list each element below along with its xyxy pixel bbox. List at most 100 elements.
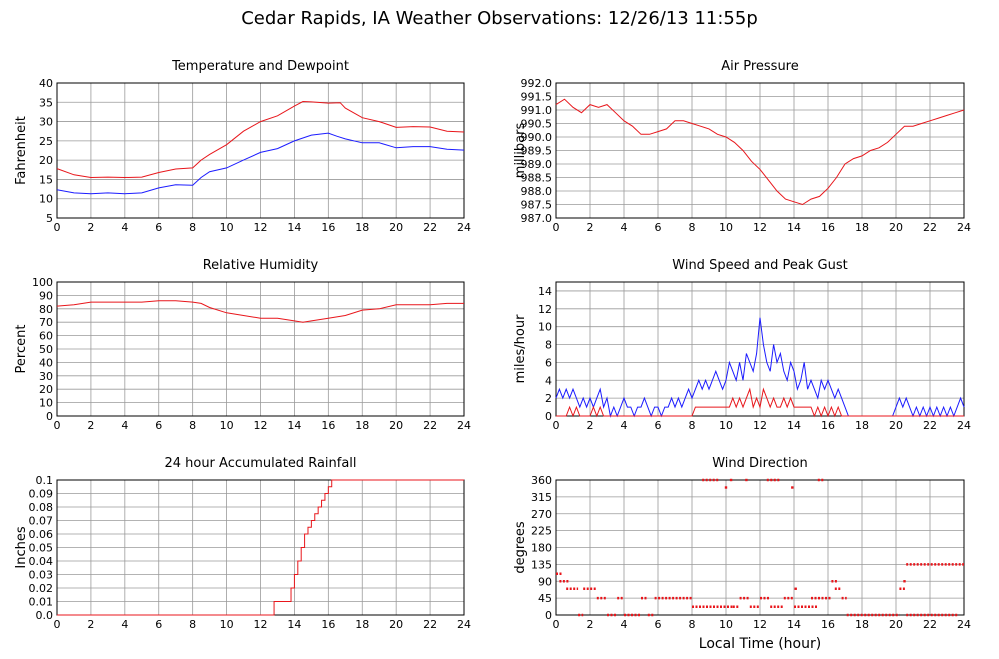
direction-direction-point [729, 478, 733, 482]
rain-x-tick-label: 14 [287, 618, 301, 631]
temp-x-tick-label: 16 [321, 221, 335, 234]
rain-y-tick-label: 0.03 [29, 569, 54, 582]
wind-y-tick-label: 10 [538, 321, 552, 334]
pressure-y-tick-label: 990.0 [521, 131, 553, 144]
rain-x-tick-label: 2 [87, 618, 94, 631]
wind-y-tick-label: 8 [545, 339, 552, 352]
direction-x-tick-label: 20 [889, 618, 903, 631]
direction-x-tick-label: 4 [621, 618, 628, 631]
rain-chart-title: 24 hour Accumulated Rainfall [164, 456, 356, 471]
wind-x-tick-label: 22 [923, 419, 937, 432]
pressure-x-tick-label: 6 [655, 221, 662, 234]
rain-series-red-line [57, 479, 464, 616]
direction-x-tick-label: 12 [753, 618, 767, 631]
wind-x-tick-label: 8 [689, 419, 696, 432]
pressure-x-tick-label: 14 [787, 221, 801, 234]
temp-y-tick-label: 10 [39, 193, 53, 206]
rain-y-tick-label: 0.06 [29, 528, 54, 541]
humidity-plot-frame [56, 281, 465, 417]
rain-y-tick-label: 0.1 [36, 474, 54, 487]
pressure-x-tick-label: 10 [719, 221, 733, 234]
direction-direction-point [794, 587, 797, 590]
humidity-x-tick-label: 8 [189, 419, 196, 432]
temp-x-tick-label: 18 [355, 221, 369, 234]
direction-direction-point [724, 486, 728, 489]
wind-x-tick-label: 14 [787, 419, 801, 432]
temp-y-tick-label: 5 [46, 212, 53, 225]
temp-x-tick-label: 6 [155, 221, 162, 234]
temp-x-tick-label: 2 [87, 221, 94, 234]
pressure-x-tick-label: 20 [889, 221, 903, 234]
pressure-x-tick-label: 12 [753, 221, 767, 234]
direction-x-tick-label: 14 [787, 618, 801, 631]
pressure-y-tick-label: 991.0 [521, 104, 553, 117]
direction-direction-point [791, 486, 794, 489]
humidity-x-tick-label: 4 [121, 419, 128, 432]
rain-y-tick-label: 0.04 [29, 555, 54, 568]
temp-x-tick-label: 24 [457, 221, 471, 234]
direction-direction-point [745, 478, 748, 482]
pressure-y-tick-label: 987.5 [521, 199, 553, 212]
wind-x-tick-label: 24 [957, 419, 971, 432]
humidity-x-tick-label: 12 [254, 419, 268, 432]
wind-x-tick-label: 18 [855, 419, 869, 432]
rain-x-tick-label: 18 [355, 618, 369, 631]
temp-x-tick-label: 10 [220, 221, 234, 234]
wind-chart-title: Wind Speed and Peak Gust [672, 258, 847, 273]
humidity-y-tick-label: 90 [39, 289, 53, 302]
temp-y-tick-label: 35 [39, 96, 53, 109]
direction-x-tick-label: 18 [855, 618, 869, 631]
rain-y-tick-label: 0.02 [29, 582, 54, 595]
pressure-y-axis-label: millibars [513, 123, 528, 179]
direction-x-tick-label: 6 [655, 618, 662, 631]
humidity-x-tick-label: 18 [355, 419, 369, 432]
temp-x-tick-label: 22 [423, 221, 437, 234]
wind-x-tick-label: 2 [587, 419, 594, 432]
pressure-y-tick-label: 990.5 [521, 118, 553, 131]
temp-x-tick-label: 20 [389, 221, 403, 234]
pressure-series-red-line [555, 98, 965, 206]
direction-x-tick-label: 0 [553, 618, 560, 631]
humidity-y-tick-label: 30 [39, 370, 53, 383]
humidity-chart-title: Relative Humidity [203, 258, 319, 273]
rain-y-axis-label: Inches [14, 526, 29, 568]
temp-x-tick-label: 14 [287, 221, 301, 234]
pressure-x-tick-label: 16 [821, 221, 835, 234]
wind-y-tick-label: 6 [545, 356, 552, 369]
rain-x-tick-label: 12 [254, 618, 268, 631]
wind-y-tick-label: 12 [538, 303, 552, 316]
pressure-y-tick-label: 988.5 [521, 172, 553, 185]
page-title: Cedar Rapids, IA Weather Observations: 1… [241, 8, 758, 29]
temp-x-tick-label: 8 [189, 221, 196, 234]
pressure-plot-frame [555, 82, 965, 219]
temp-x-tick-label: 12 [254, 221, 268, 234]
pressure-y-tick-label: 988.0 [521, 185, 553, 198]
rain-x-tick-label: 24 [457, 618, 471, 631]
direction-y-tick-label: 0 [545, 609, 552, 622]
pressure-y-tick-label: 989.5 [521, 145, 553, 158]
rain-x-tick-label: 4 [121, 618, 128, 631]
wind-y-tick-label: 0 [545, 410, 552, 423]
humidity-x-tick-label: 10 [220, 419, 234, 432]
rain-x-tick-label: 6 [155, 618, 162, 631]
rain-x-tick-label: 0 [54, 618, 61, 631]
direction-x-tick-label: 22 [923, 618, 937, 631]
wind-y-tick-label: 2 [545, 392, 552, 405]
humidity-x-tick-label: 0 [54, 419, 61, 432]
direction-chart-title: Wind Direction [712, 456, 808, 471]
humidity-x-tick-label: 24 [457, 419, 471, 432]
humidity-y-tick-label: 100 [32, 276, 53, 289]
temp-y-tick-label: 25 [39, 135, 53, 148]
direction-y-tick-label: 225 [531, 525, 552, 538]
temp-y-tick-label: 40 [39, 77, 53, 90]
rain-x-tick-label: 10 [220, 618, 234, 631]
humidity-x-tick-label: 16 [321, 419, 335, 432]
wind-series-blue-line [555, 317, 965, 418]
rain-y-tick-label: 0.09 [29, 488, 54, 501]
wind-y-axis-label: miles/hour [513, 314, 528, 383]
pressure-y-tick-label: 989.0 [521, 158, 553, 171]
temp-plot-frame [56, 82, 465, 219]
direction-y-tick-label: 45 [538, 592, 552, 605]
humidity-y-axis-label: Percent [14, 325, 29, 374]
